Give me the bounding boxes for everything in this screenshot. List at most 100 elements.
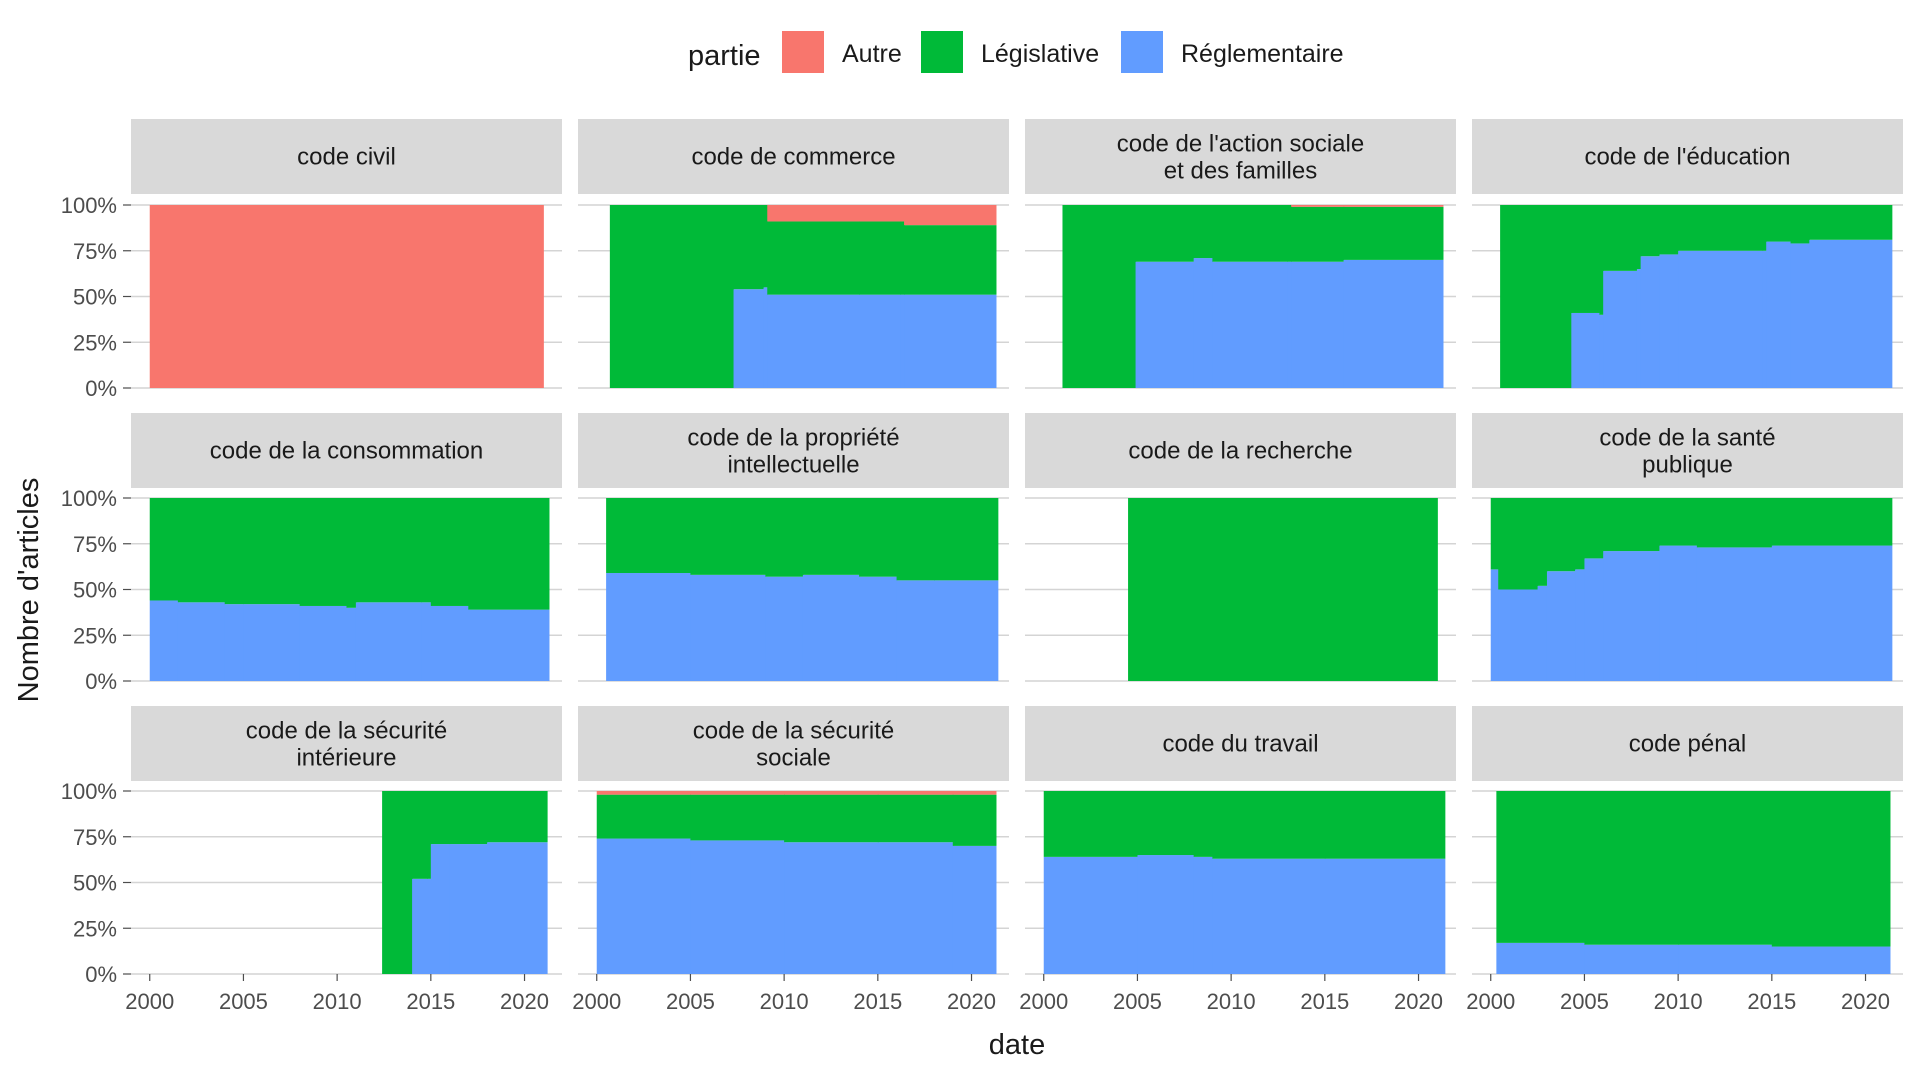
area-segment-legislative <box>733 205 765 290</box>
facet-4: code de l'éducation <box>1472 119 1903 389</box>
area-segment-legislative <box>1537 498 1548 586</box>
area-segment-reglementaire <box>1291 261 1345 388</box>
area-segment-autre <box>767 205 860 222</box>
area-segment-autre <box>149 205 544 388</box>
y-tick-label: 100% <box>61 486 117 511</box>
x-tick-label: 2020 <box>947 989 996 1014</box>
area-segment-legislative <box>1659 205 1679 255</box>
area-segment-reglementaire <box>1193 258 1213 388</box>
facet-strip <box>1025 706 1456 781</box>
area-segment-legislative <box>346 498 357 608</box>
facet-title: code de la santé <box>1599 425 1775 452</box>
area-segment-reglementaire <box>1762 250 1767 388</box>
y-tick-label: 0% <box>85 669 117 694</box>
area-segment-reglementaire <box>449 844 488 974</box>
area-segment-legislative <box>767 221 860 295</box>
area-segment-reglementaire <box>1496 942 1586 974</box>
area-segment-legislative <box>896 498 935 581</box>
area-segment-reglementaire <box>427 878 432 974</box>
facet-title: code de la propriété <box>687 425 899 452</box>
legend-title: partie <box>688 40 761 72</box>
area-segment-legislative <box>596 794 692 839</box>
area-segment-legislative <box>690 794 785 841</box>
area-segment-legislative <box>900 221 905 295</box>
area-segment-reglementaire <box>1324 858 1446 974</box>
legend-label-3: Réglementaire <box>1181 40 1344 68</box>
area-segment-legislative <box>731 205 735 388</box>
legend-label-2: Législative <box>981 40 1099 68</box>
area-segment-reglementaire <box>1636 269 1642 388</box>
legend: partie Autre Législative Réglementaire <box>688 31 1344 73</box>
area-segment-reglementaire <box>690 840 785 974</box>
legend-key-1 <box>782 31 824 73</box>
area-segment-reglementaire <box>765 576 804 681</box>
area-segment-autre <box>900 205 905 222</box>
area-segment-legislative <box>609 205 733 388</box>
area-segment-reglementaire <box>177 602 226 681</box>
facet-areas <box>596 791 997 974</box>
facet-title: code de la recherche <box>1128 438 1352 465</box>
area-segment-legislative <box>904 225 997 295</box>
area-segment-reglementaire <box>1659 254 1679 388</box>
area-segment-reglementaire <box>224 604 245 681</box>
area-segment-reglementaire <box>1603 551 1660 681</box>
facet-title: code pénal <box>1629 731 1746 758</box>
area-segment-legislative <box>877 794 954 843</box>
facet-areas <box>1496 791 1891 974</box>
area-segment-legislative <box>1546 498 1576 572</box>
facet-areas <box>382 791 548 974</box>
area-segment-legislative <box>1790 205 1810 244</box>
legend-label-1: Autre <box>842 40 902 68</box>
facet-title: code de l'action sociale <box>1117 131 1364 158</box>
y-tick-label: 50% <box>73 285 117 310</box>
area-segment-reglementaire <box>1212 858 1326 974</box>
area-segment-legislative <box>421 498 432 603</box>
area-segment-legislative <box>1193 791 1213 857</box>
area-segment-legislative <box>149 498 179 601</box>
area-segment-reglementaire <box>430 605 469 681</box>
area-segment-reglementaire <box>1137 855 1195 974</box>
area-segment-reglementaire <box>1193 856 1213 974</box>
facet-strip <box>131 706 562 781</box>
area-segment-legislative <box>1762 205 1767 251</box>
area-segment-legislative <box>1043 791 1139 857</box>
area-segment-autre <box>904 205 997 226</box>
area-segment-legislative <box>449 791 488 845</box>
facet-1: code civil 0% 25% 50% 75% 100% <box>61 119 562 401</box>
area-segment-reglementaire <box>877 842 954 974</box>
y-tick-label: 100% <box>61 193 117 218</box>
facet-title: code de la sécurité <box>693 718 894 745</box>
area-segment-legislative <box>859 498 898 577</box>
y-tick-label: 25% <box>73 623 117 648</box>
x-tick-label: 2000 <box>1466 989 1515 1014</box>
area-segment-legislative <box>1696 498 1773 548</box>
facet-title: intérieure <box>296 745 396 772</box>
area-segment-legislative <box>1324 791 1446 859</box>
area-segment-legislative <box>606 498 692 574</box>
area-segment-reglementaire <box>243 604 301 681</box>
area-segment-reglementaire <box>355 602 423 681</box>
facet-areas <box>1500 205 1893 388</box>
area-segment-legislative <box>224 498 245 605</box>
facet-title: code de l'éducation <box>1584 144 1790 171</box>
y-tick-label: 0% <box>85 376 117 401</box>
facet-7: code de la recherche <box>1025 413 1456 682</box>
area-segment-legislative <box>1496 791 1586 943</box>
area-segment-legislative <box>412 791 428 879</box>
area-segment-legislative <box>1584 791 1679 945</box>
facet-strip <box>1025 413 1456 488</box>
x-tick-label: 2015 <box>853 989 902 1014</box>
area-segment-reglementaire <box>934 580 999 681</box>
area-segment-reglementaire <box>299 605 348 681</box>
area-segment-legislative <box>1128 498 1438 681</box>
area-segment-reglementaire <box>1212 261 1288 388</box>
y-tick-label: 25% <box>73 330 117 355</box>
y-tick-label: 50% <box>73 871 117 896</box>
area-segment-reglementaire <box>784 842 879 974</box>
area-segment-legislative <box>802 498 860 575</box>
area-segment-legislative <box>1131 205 1137 388</box>
